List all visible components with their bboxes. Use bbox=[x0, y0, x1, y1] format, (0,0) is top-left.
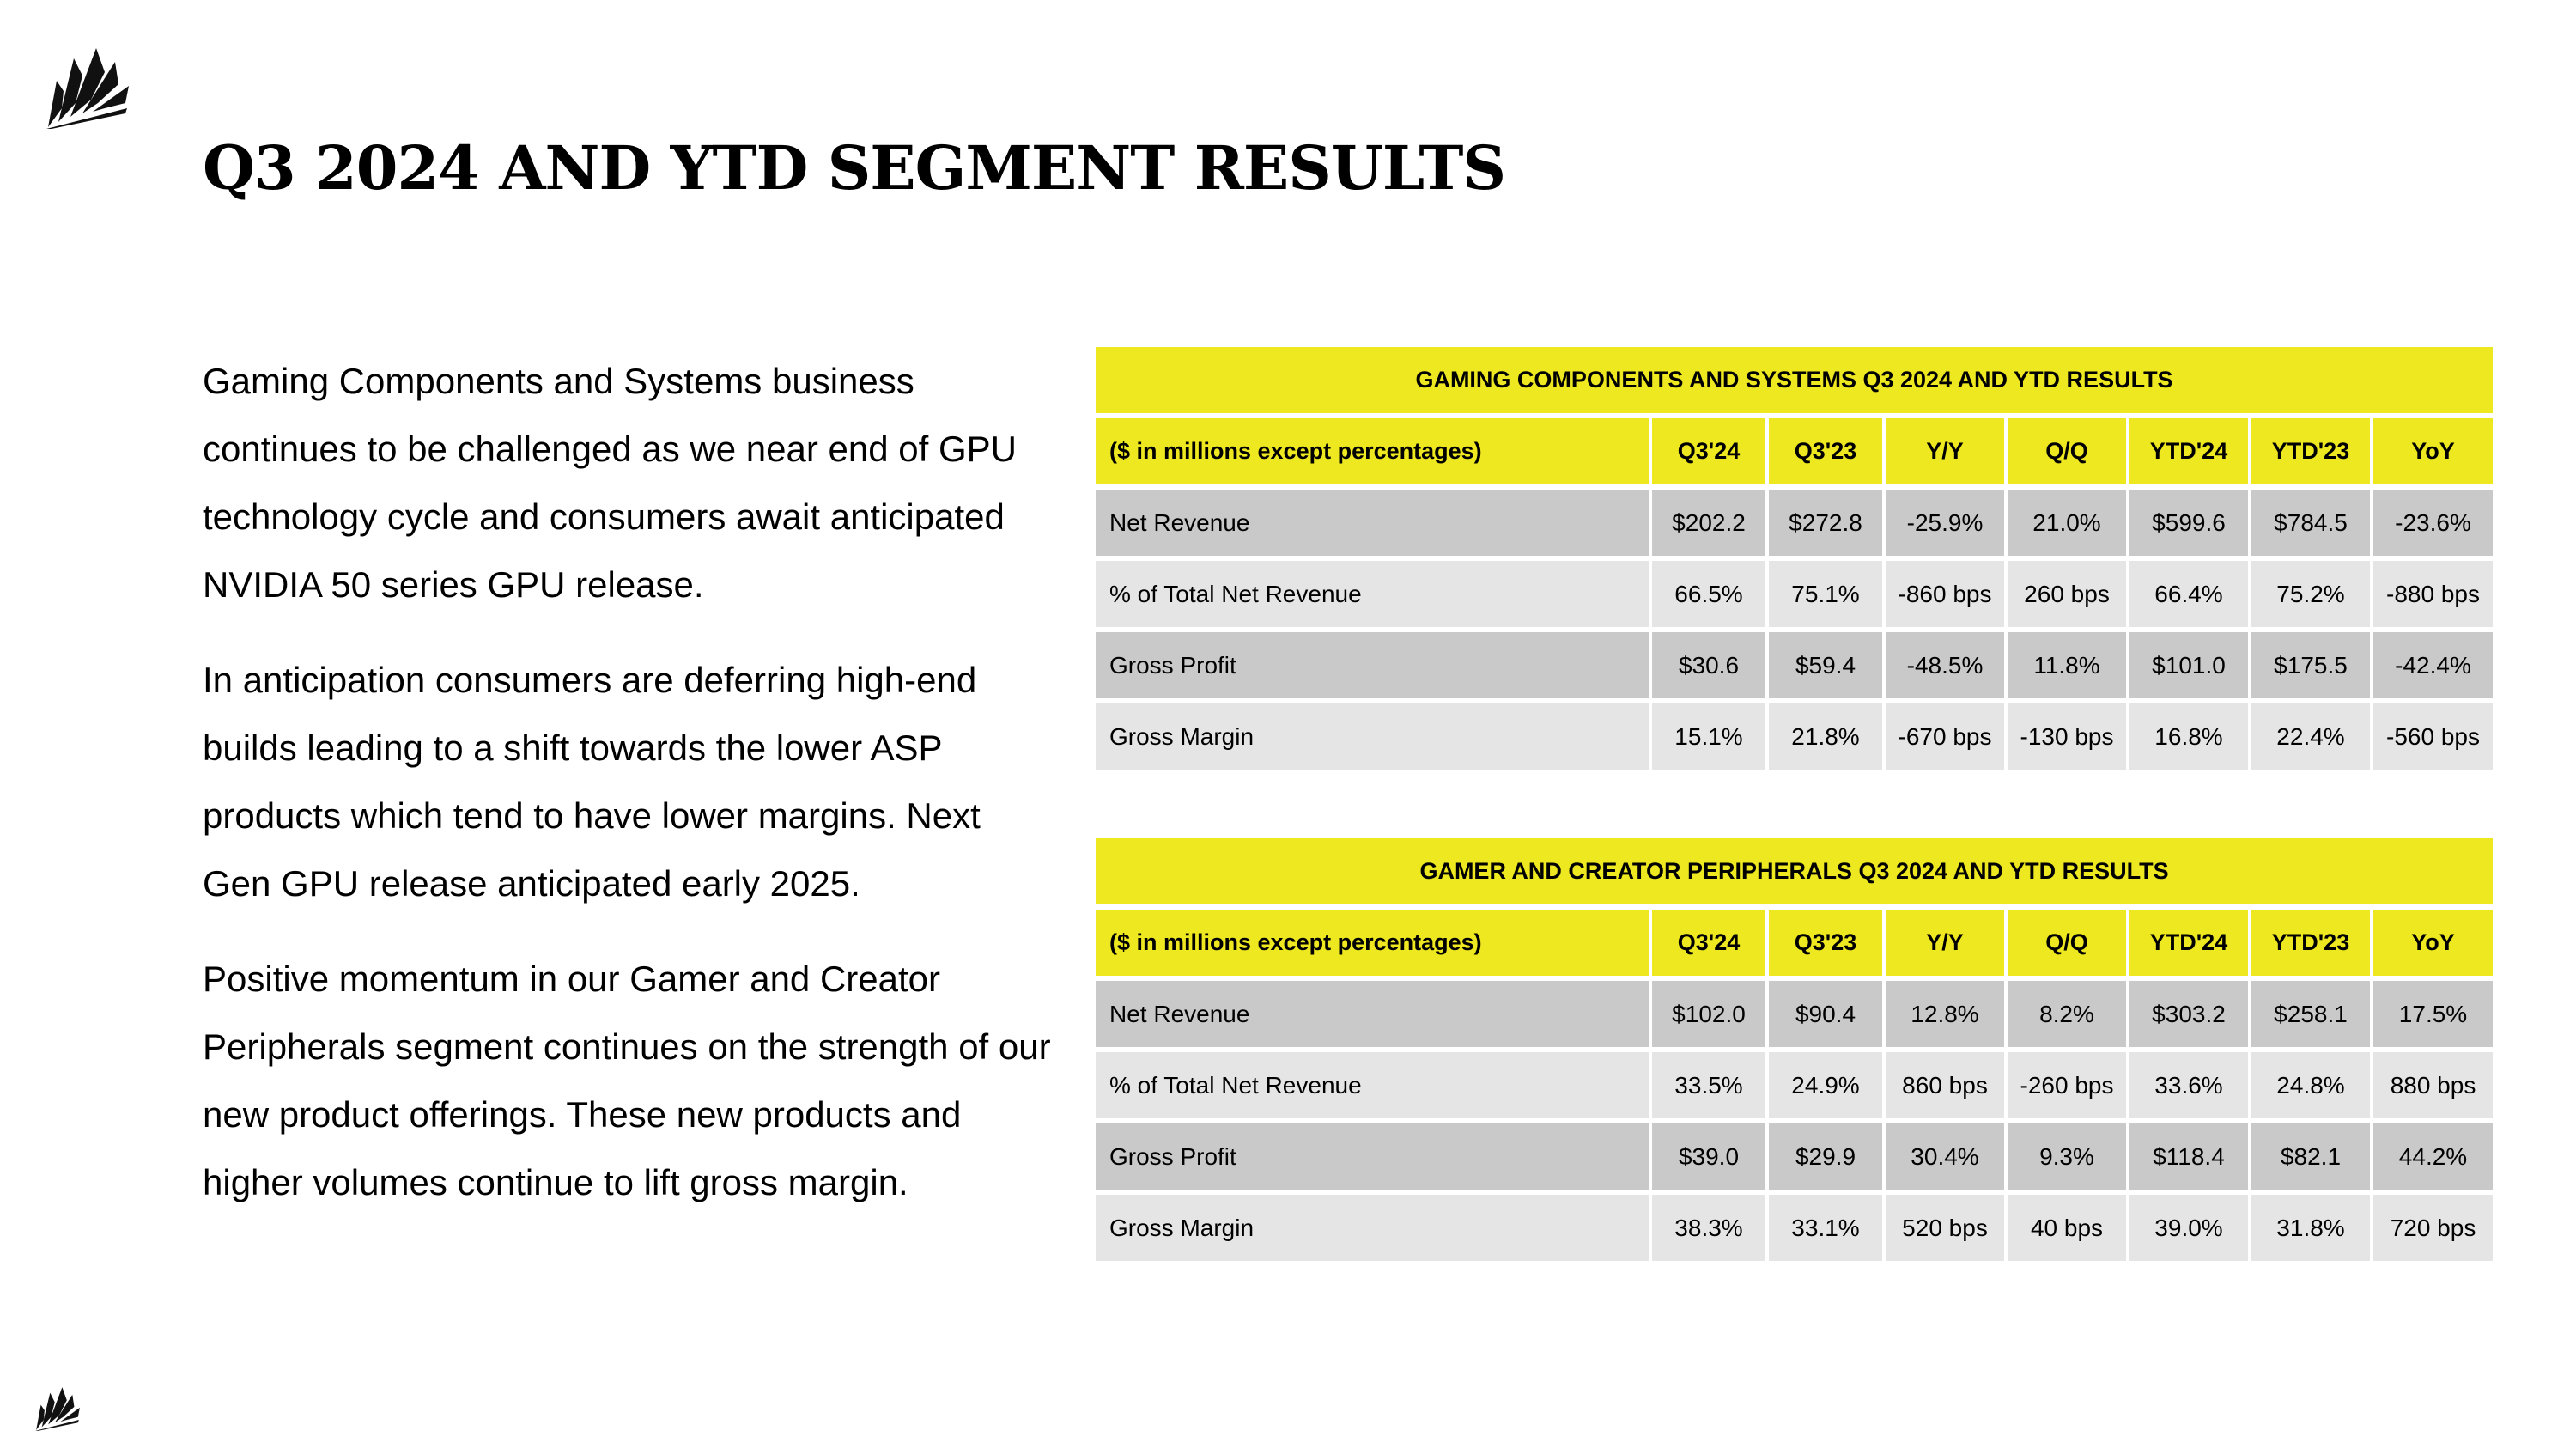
table-cell: $29.9 bbox=[1769, 1123, 1886, 1190]
column-header: Y/Y bbox=[1886, 910, 2008, 976]
column-header: YoY bbox=[2373, 910, 2494, 976]
table-row: % of Total Net Revenue 66.5% 75.1% -860 … bbox=[1096, 561, 2494, 627]
column-header: Q3'23 bbox=[1769, 910, 1886, 976]
table-cell: $272.8 bbox=[1769, 490, 1886, 556]
column-header: YTD'23 bbox=[2251, 418, 2373, 484]
column-header: ($ in millions except percentages) bbox=[1096, 418, 1652, 484]
table-cell: 40 bps bbox=[2008, 1195, 2129, 1261]
table-cell: $175.5 bbox=[2251, 632, 2373, 698]
row-label: Net Revenue bbox=[1096, 981, 1652, 1047]
row-label: % of Total Net Revenue bbox=[1096, 1052, 1652, 1118]
table-cell: 720 bps bbox=[2373, 1195, 2494, 1261]
table-cell: $82.1 bbox=[2251, 1123, 2373, 1190]
sails-logo-icon bbox=[35, 1387, 80, 1431]
gamer-creator-peripherals-results-table: GAMER AND CREATOR PERIPHERALS Q3 2024 AN… bbox=[1096, 833, 2494, 1266]
table-cell: -23.6% bbox=[2373, 490, 2494, 556]
table-row: Gross Margin 38.3% 33.1% 520 bps 40 bps … bbox=[1096, 1195, 2494, 1261]
column-header: Q/Q bbox=[2008, 418, 2129, 484]
column-header: Q3'23 bbox=[1769, 418, 1886, 484]
table-cell: -880 bps bbox=[2373, 561, 2494, 627]
table-cell: 880 bps bbox=[2373, 1052, 2494, 1118]
table-cell: 17.5% bbox=[2373, 981, 2494, 1047]
table-cell: -130 bps bbox=[2008, 703, 2129, 770]
table-cell: 24.9% bbox=[1769, 1052, 1886, 1118]
column-header: Q/Q bbox=[2008, 910, 2129, 976]
table-cell: 33.5% bbox=[1652, 1052, 1769, 1118]
table-row: % of Total Net Revenue 33.5% 24.9% 860 b… bbox=[1096, 1052, 2494, 1118]
table-cell: 16.8% bbox=[2129, 703, 2251, 770]
column-header: Y/Y bbox=[1886, 418, 2008, 484]
table-cell: 30.4% bbox=[1886, 1123, 2008, 1190]
table-cell: $39.0 bbox=[1652, 1123, 1769, 1190]
column-header: YoY bbox=[2373, 418, 2494, 484]
table-cell: 22.4% bbox=[2251, 703, 2373, 770]
row-label: % of Total Net Revenue bbox=[1096, 561, 1652, 627]
table-cell: 260 bps bbox=[2008, 561, 2129, 627]
column-header: Q3'24 bbox=[1652, 910, 1769, 976]
table-cell: $101.0 bbox=[2129, 632, 2251, 698]
table-cell: $118.4 bbox=[2129, 1123, 2251, 1190]
table-cell: -860 bps bbox=[1886, 561, 2008, 627]
row-label: Gross Profit bbox=[1096, 632, 1652, 698]
table-cell: 38.3% bbox=[1652, 1195, 1769, 1261]
table-cell: $59.4 bbox=[1769, 632, 1886, 698]
table-row: Gross Margin 15.1% 21.8% -670 bps -130 b… bbox=[1096, 703, 2494, 770]
table-cell: 21.0% bbox=[2008, 490, 2129, 556]
table-cell: 66.5% bbox=[1652, 561, 1769, 627]
sails-logo-icon bbox=[46, 48, 129, 129]
table-row: Net Revenue $102.0 $90.4 12.8% 8.2% $303… bbox=[1096, 981, 2494, 1047]
paragraph: Gaming Components and Systems business c… bbox=[203, 361, 1017, 605]
table-cell: 21.8% bbox=[1769, 703, 1886, 770]
table-cell: -670 bps bbox=[1886, 703, 2008, 770]
table-cell: 860 bps bbox=[1886, 1052, 2008, 1118]
table-row: Net Revenue $202.2 $272.8 -25.9% 21.0% $… bbox=[1096, 490, 2494, 556]
table-cell: $30.6 bbox=[1652, 632, 1769, 698]
table-cell: 31.8% bbox=[2251, 1195, 2373, 1261]
table-cell: $258.1 bbox=[2251, 981, 2373, 1047]
table-cell: $599.6 bbox=[2129, 490, 2251, 556]
paragraph: In anticipation consumers are deferring … bbox=[203, 660, 981, 904]
paragraph: Positive momentum in our Gamer and Creat… bbox=[203, 959, 1051, 1202]
table-cell: 44.2% bbox=[2373, 1123, 2494, 1190]
table-cell: 12.8% bbox=[1886, 981, 2008, 1047]
column-header: YTD'24 bbox=[2129, 418, 2251, 484]
table-cell: 39.0% bbox=[2129, 1195, 2251, 1261]
table-cell: 33.1% bbox=[1769, 1195, 1886, 1261]
table-cell: 24.8% bbox=[2251, 1052, 2373, 1118]
table-cell: 8.2% bbox=[2008, 981, 2129, 1047]
column-header: YTD'23 bbox=[2251, 910, 2373, 976]
table-cell: 11.8% bbox=[2008, 632, 2129, 698]
column-header: Q3'24 bbox=[1652, 418, 1769, 484]
table-cell: $102.0 bbox=[1652, 981, 1769, 1047]
table-cell: -260 bps bbox=[2008, 1052, 2129, 1118]
table-title: GAMING COMPONENTS AND SYSTEMS Q3 2024 AN… bbox=[1096, 347, 2494, 413]
table-cell: -42.4% bbox=[2373, 632, 2494, 698]
table-cell: 75.1% bbox=[1769, 561, 1886, 627]
table-row: Gross Profit $30.6 $59.4 -48.5% 11.8% $1… bbox=[1096, 632, 2494, 698]
table-cell: 9.3% bbox=[2008, 1123, 2129, 1190]
column-header: ($ in millions except percentages) bbox=[1096, 910, 1652, 976]
table-cell: 75.2% bbox=[2251, 561, 2373, 627]
table-cell: $202.2 bbox=[1652, 490, 1769, 556]
table-row: Gross Profit $39.0 $29.9 30.4% 9.3% $118… bbox=[1096, 1123, 2494, 1190]
table-cell: -48.5% bbox=[1886, 632, 2008, 698]
table-cell: 520 bps bbox=[1886, 1195, 2008, 1261]
page-title: Q3 2024 AND YTD SEGMENT RESULTS bbox=[203, 132, 1506, 204]
table-cell: $303.2 bbox=[2129, 981, 2251, 1047]
table-cell: $784.5 bbox=[2251, 490, 2373, 556]
table-cell: 66.4% bbox=[2129, 561, 2251, 627]
row-label: Gross Margin bbox=[1096, 703, 1652, 770]
table-cell: -25.9% bbox=[1886, 490, 2008, 556]
table-cell: 15.1% bbox=[1652, 703, 1769, 770]
row-label: Net Revenue bbox=[1096, 490, 1652, 556]
table-title: GAMER AND CREATOR PERIPHERALS Q3 2024 AN… bbox=[1096, 838, 2494, 904]
gaming-components-results-table: GAMING COMPONENTS AND SYSTEMS Q3 2024 AN… bbox=[1096, 342, 2494, 775]
table-cell: 33.6% bbox=[2129, 1052, 2251, 1118]
table-cell: $90.4 bbox=[1769, 981, 1886, 1047]
column-header: YTD'24 bbox=[2129, 910, 2251, 976]
commentary: Gaming Components and Systems business c… bbox=[203, 347, 1053, 1244]
table-cell: -560 bps bbox=[2373, 703, 2494, 770]
row-label: Gross Profit bbox=[1096, 1123, 1652, 1190]
row-label: Gross Margin bbox=[1096, 1195, 1652, 1261]
